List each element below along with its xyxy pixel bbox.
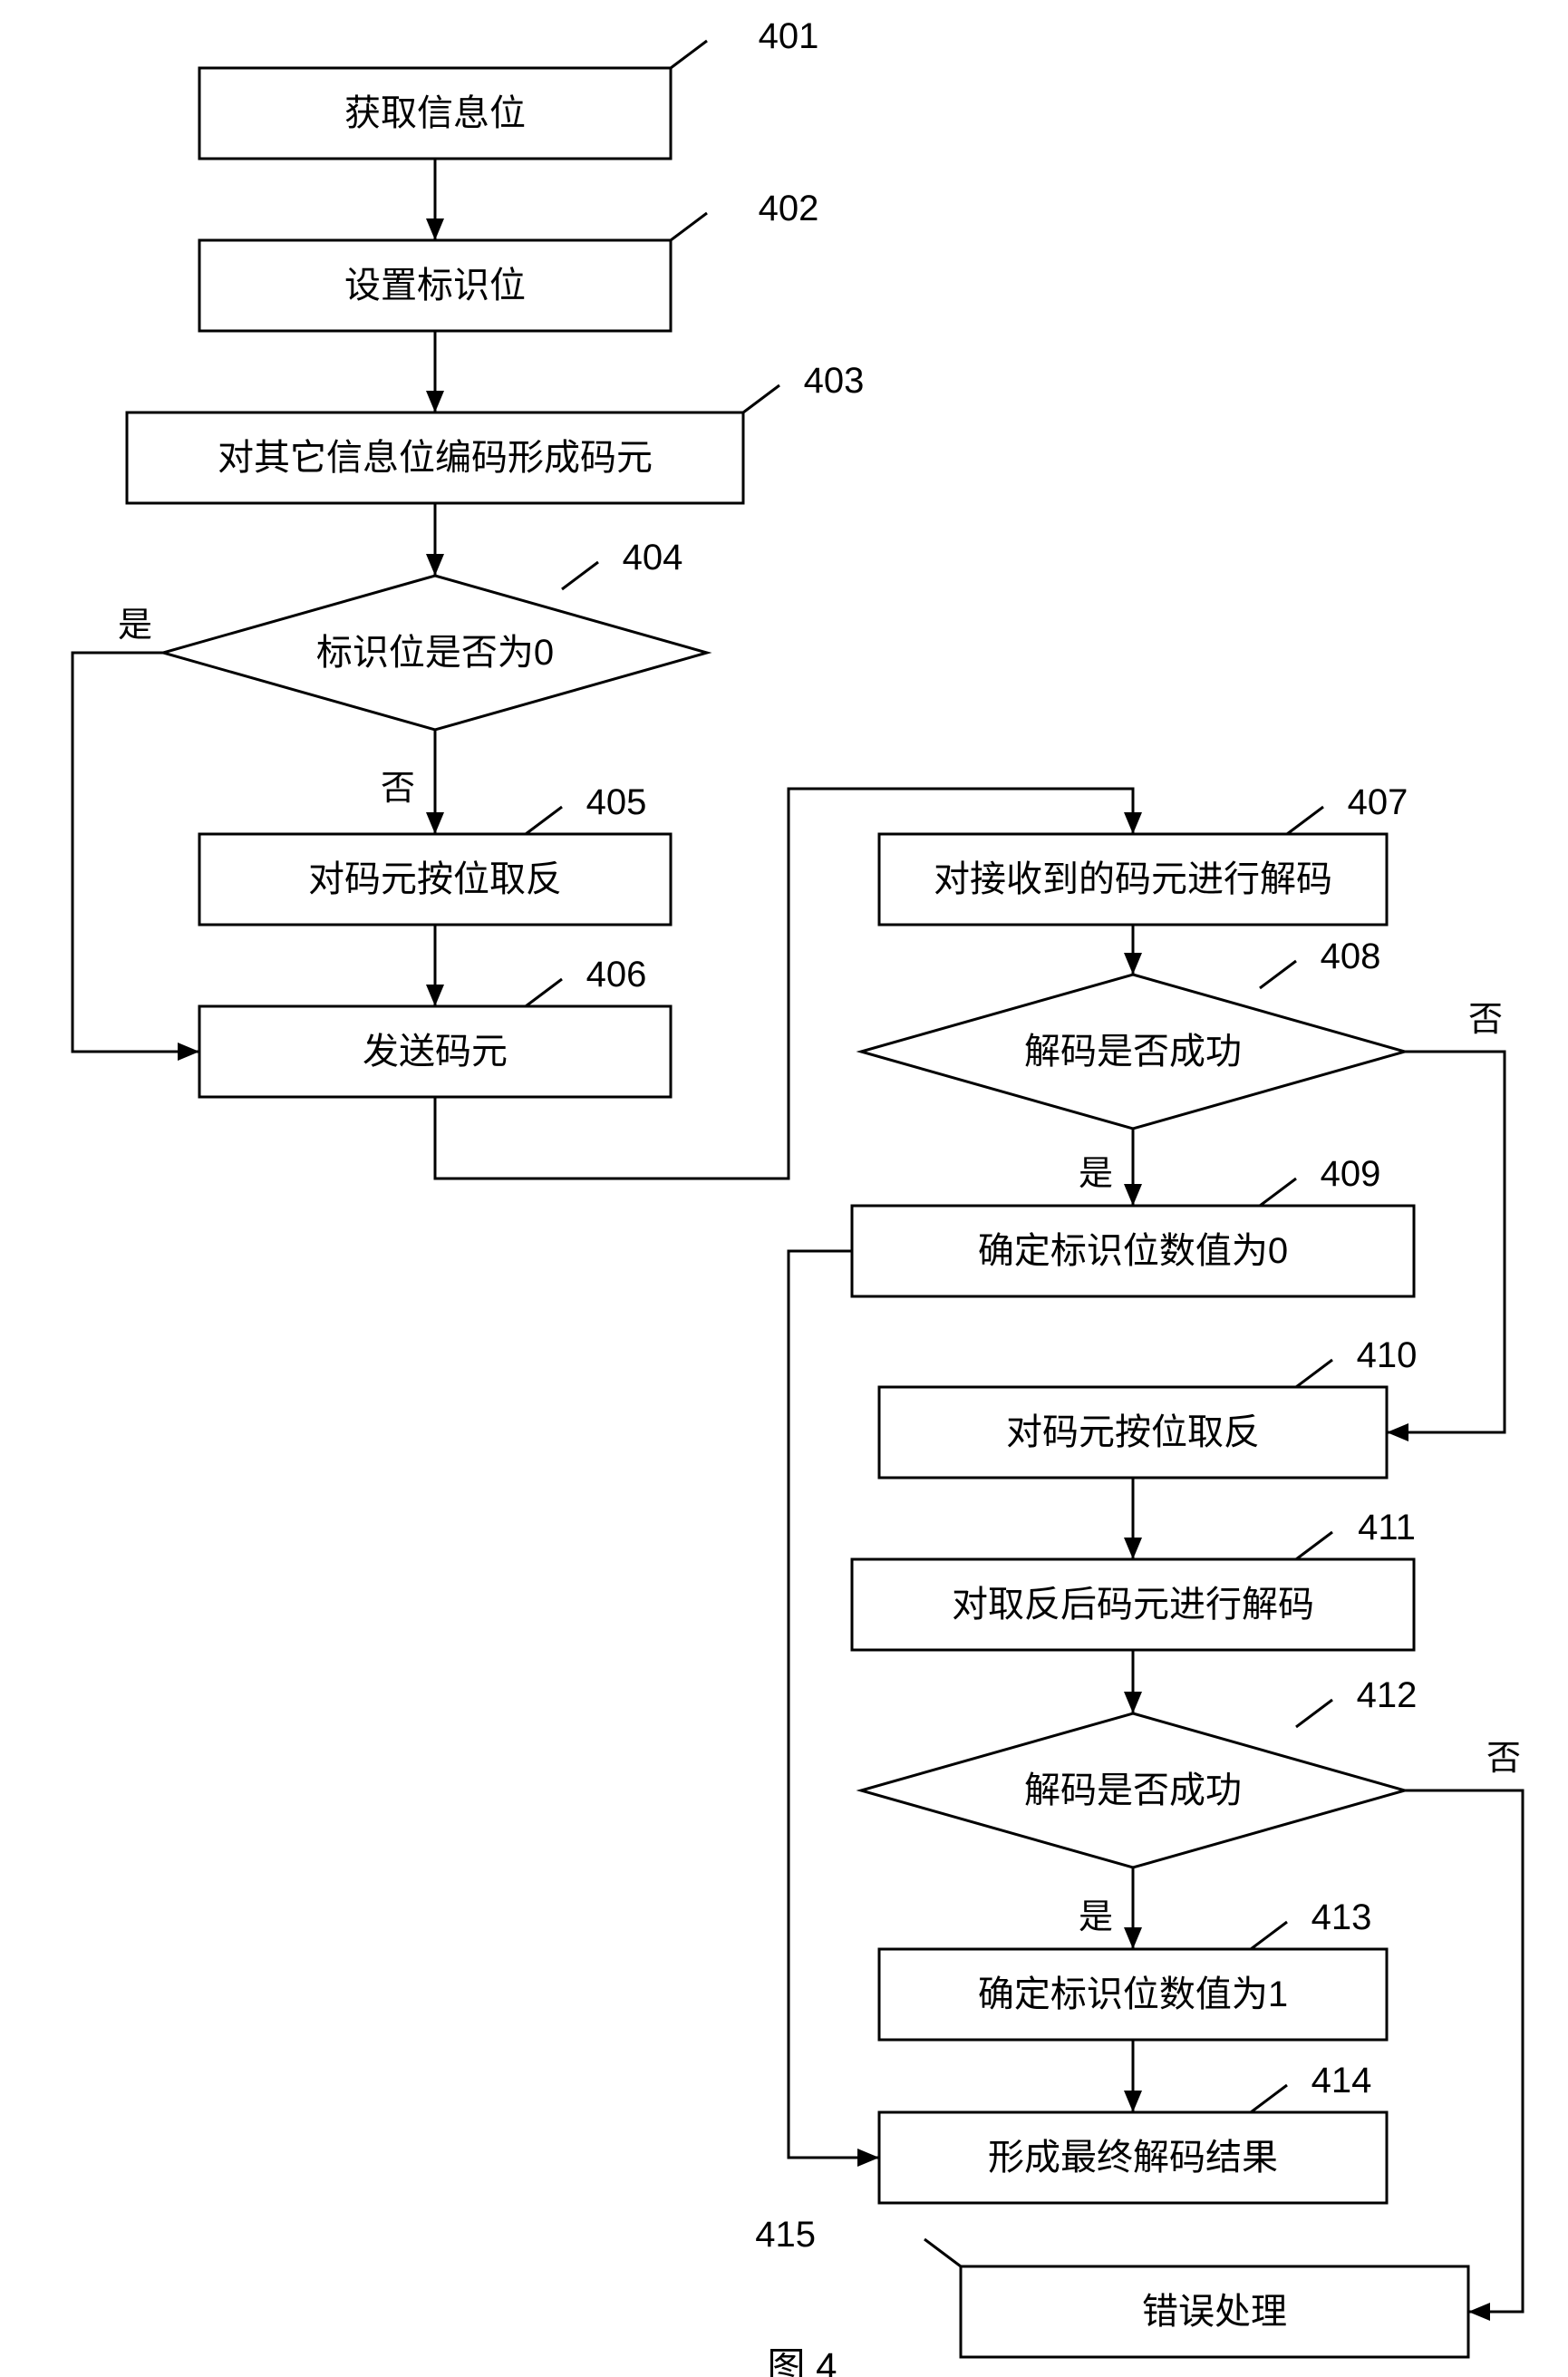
step-number: 406 xyxy=(586,955,647,994)
flowchart: 否是是否是否获取信息位401设置标识位402对其它信息位编码形成码元403标识位… xyxy=(0,0,1568,2377)
node-label: 获取信息位 xyxy=(344,93,526,133)
step-number: 413 xyxy=(1312,1897,1372,1937)
step-number: 412 xyxy=(1357,1675,1418,1715)
node-label: 对码元按位取反 xyxy=(1006,1412,1260,1452)
node-label: 对取反后码元进行解码 xyxy=(952,1585,1314,1625)
step-number: 409 xyxy=(1321,1154,1381,1194)
node-label: 对其它信息位编码形成码元 xyxy=(218,438,653,478)
step-number: 403 xyxy=(804,361,865,401)
node-label: 发送码元 xyxy=(363,1032,508,1072)
node-label: 对接收到的码元进行解码 xyxy=(934,859,1332,899)
svg-text:否: 否 xyxy=(1486,1740,1521,1778)
svg-text:是: 是 xyxy=(1079,1155,1113,1193)
node-label: 确定标识位数值为0 xyxy=(978,1231,1288,1271)
step-number: 408 xyxy=(1321,936,1381,976)
step-number: 407 xyxy=(1348,782,1408,822)
step-number: 402 xyxy=(759,189,819,228)
step-number: 401 xyxy=(759,16,819,56)
svg-text:否: 否 xyxy=(1468,1001,1503,1039)
step-number: 414 xyxy=(1312,2061,1372,2100)
step-number: 410 xyxy=(1357,1335,1418,1375)
step-number: 404 xyxy=(623,538,683,577)
svg-text:是: 是 xyxy=(1079,1898,1113,1936)
figure-label: 图 4 xyxy=(767,2345,837,2377)
node-label: 确定标识位数值为1 xyxy=(978,1974,1288,2014)
step-number: 415 xyxy=(755,2215,816,2255)
step-number: 405 xyxy=(586,782,647,822)
node-label: 解码是否成功 xyxy=(1024,1771,1242,1810)
node-label: 设置标识位 xyxy=(344,266,526,306)
step-number: 411 xyxy=(1358,1508,1416,1547)
svg-text:否: 否 xyxy=(381,770,415,808)
svg-text:是: 是 xyxy=(118,606,152,645)
node-label: 标识位是否为0 xyxy=(316,633,554,673)
node-label: 错误处理 xyxy=(1142,2292,1287,2332)
node-label: 对码元按位取反 xyxy=(308,859,562,899)
node-label: 形成最终解码结果 xyxy=(988,2138,1278,2178)
node-label: 解码是否成功 xyxy=(1024,1032,1242,1072)
